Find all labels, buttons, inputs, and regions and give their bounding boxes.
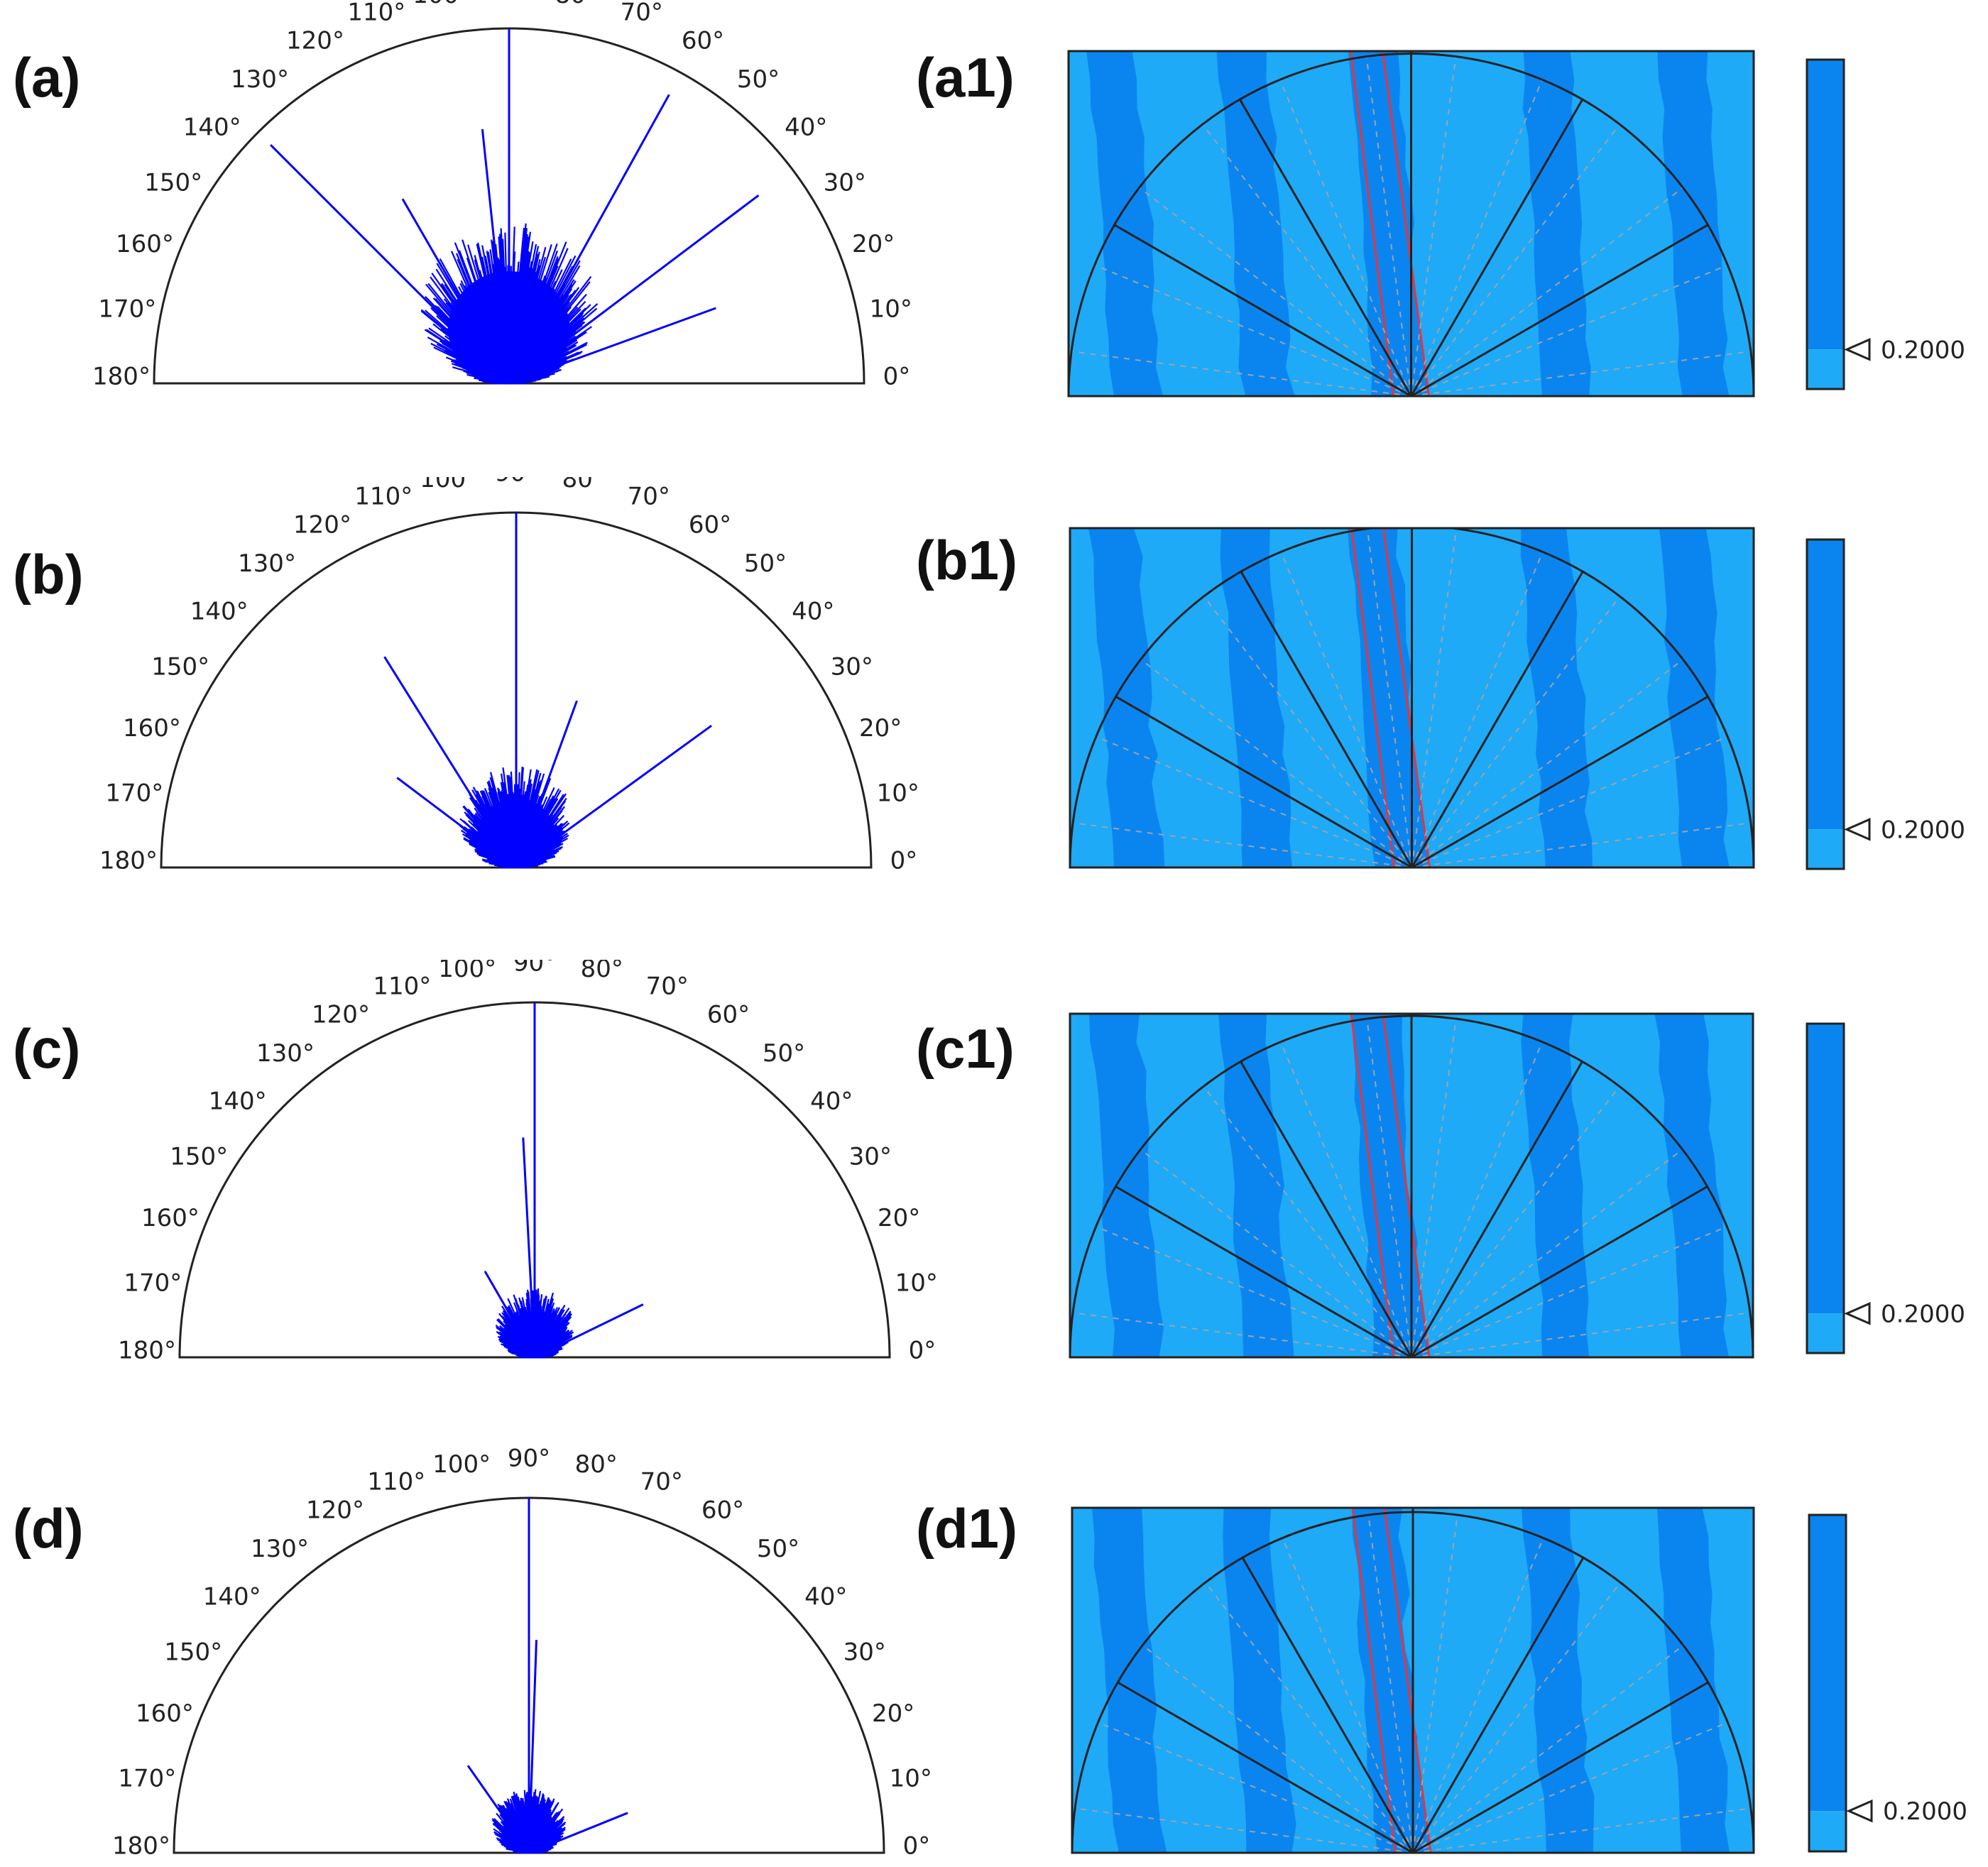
field-panel-d1: 0.2000	[0, 1448, 1988, 1867]
colorbar-label: 0.2000	[1881, 816, 1965, 844]
field-map	[1069, 51, 1754, 396]
field-panel-b1: 0.2000	[0, 477, 1988, 875]
colorbar-upper	[1809, 1515, 1846, 1811]
colorbar-label: 0.2000	[1881, 1300, 1965, 1328]
field-map	[1070, 1014, 1753, 1357]
colorbar-lower	[1807, 1313, 1844, 1353]
row-b: (b) 0°10°20°30°40°50°60°70°80°90°100°110…	[0, 477, 1988, 875]
colorbar-lower	[1807, 829, 1844, 869]
colorbar-marker-icon	[1847, 1303, 1869, 1323]
colorbar-lower	[1809, 1811, 1846, 1851]
colorbar-upper	[1807, 540, 1844, 829]
colorbar-upper	[1807, 1024, 1844, 1313]
colorbar-label: 0.2000	[1883, 1797, 1967, 1826]
colorbar-marker-icon	[1847, 819, 1869, 839]
row-a: (a) 0°10°20°30°40°50°60°70°80°90°100°110…	[0, 0, 1988, 398]
colorbar-upper	[1807, 60, 1844, 349]
row-c: (c) 0°10°20°30°40°50°60°70°80°90°100°110…	[0, 960, 1988, 1357]
colorbar-marker-icon	[1847, 339, 1869, 359]
colorbar-marker-icon	[1849, 1801, 1872, 1821]
field-map	[1072, 1508, 1754, 1853]
field-panel-c1: 0.2000	[0, 960, 1988, 1371]
colorbar-label: 0.2000	[1881, 336, 1965, 364]
field-map	[1070, 526, 1754, 868]
field-panel-a1: 0.2000	[0, 0, 1988, 398]
colorbar-lower	[1807, 349, 1844, 389]
row-d: (d) 0°10°20°30°40°50°60°70°80°90°100°110…	[0, 1448, 1988, 1846]
